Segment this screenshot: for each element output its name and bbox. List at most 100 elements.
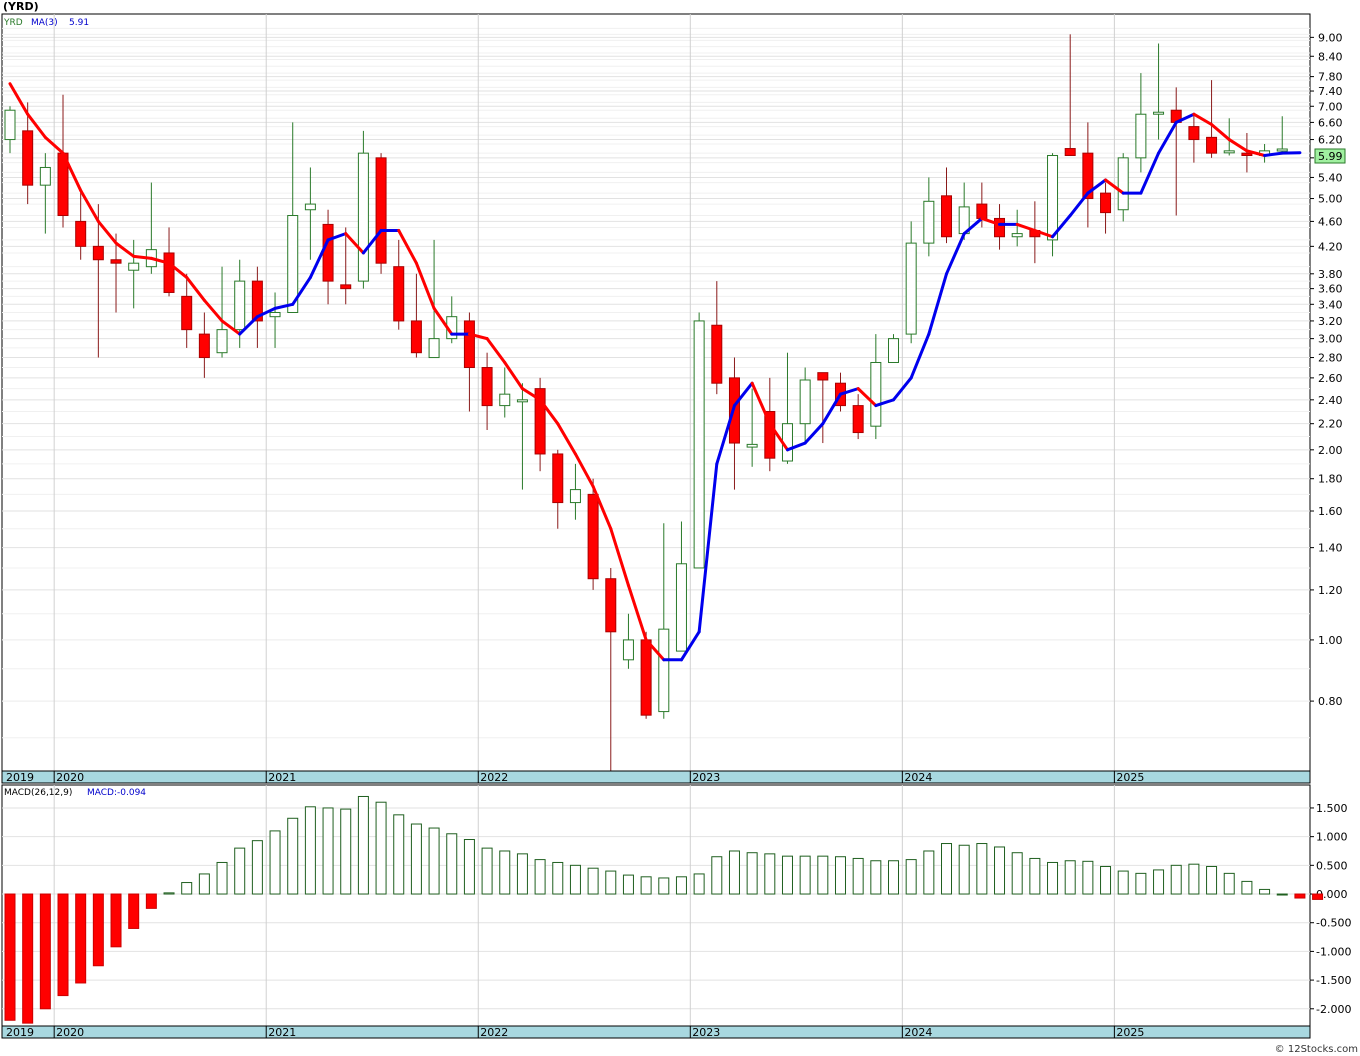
ma-segment (1033, 229, 1055, 239)
candle (75, 187, 87, 260)
ma-segment (556, 422, 577, 456)
price-tick-label: 4.20 (1318, 240, 1343, 253)
candle (216, 266, 228, 358)
macd-bar (234, 847, 246, 895)
macd-tick-label: -0.500 (1316, 917, 1351, 930)
ma-segment (715, 404, 736, 466)
price-tick-label: 6.60 (1318, 116, 1343, 129)
macd-bar (145, 893, 157, 909)
ma-segment (573, 452, 595, 488)
macd-bar (1011, 852, 1023, 895)
ma-segment (1245, 149, 1267, 157)
macd-bar (1241, 880, 1253, 895)
ma-segment (344, 232, 365, 255)
ma-segment (768, 422, 789, 452)
candle (711, 281, 723, 395)
price-tick-label: 2.40 (1318, 394, 1343, 407)
price-tick-label: 3.20 (1318, 315, 1343, 328)
macd-bar (1276, 893, 1288, 896)
macd-bar (1100, 865, 1112, 895)
macd-bar (39, 893, 51, 1010)
macd-bar (516, 853, 528, 895)
candle (675, 521, 687, 652)
ma-segment (838, 387, 860, 396)
macd-bar (393, 814, 405, 895)
ma-segment (149, 256, 171, 265)
year-label: 2019 (6, 771, 34, 784)
macd-bar (728, 850, 740, 895)
macd-bar (322, 807, 334, 895)
candle (587, 478, 599, 590)
ma-segment (1192, 112, 1214, 126)
ma-segment (626, 583, 648, 642)
ma-segment (591, 484, 613, 531)
price-panel: 9.008.407.807.407.006.606.205.805.405.00… (1, 13, 1346, 784)
legend-ticker: YRD (3, 18, 23, 28)
last-price-label: 5.99 (1318, 150, 1343, 163)
year-label: 2024 (904, 771, 932, 784)
price-plot-area (1, 13, 1311, 772)
candle (375, 153, 387, 274)
macd-legend-value: MACD:-0.094 (87, 788, 146, 798)
ma-segment (945, 232, 966, 276)
ma-segment (697, 462, 719, 634)
ma-segment (361, 229, 383, 255)
macd-bar (340, 808, 352, 895)
ma-segment (238, 315, 259, 336)
macd-bar (304, 806, 316, 895)
ma-segment (1068, 191, 1090, 218)
macd-bar (1170, 864, 1182, 895)
macd-bar (1135, 872, 1147, 895)
candle (516, 383, 528, 490)
macd-bar (499, 850, 511, 895)
macd-bar (552, 861, 564, 895)
ma-segment (308, 238, 330, 279)
macd-bar (905, 859, 917, 895)
ma-segment (785, 441, 807, 452)
price-tick-label: 1.60 (1318, 505, 1343, 518)
ma-segment (132, 254, 153, 260)
last-price-tag: 5.99 (1314, 148, 1346, 164)
macd-bar (1294, 893, 1306, 899)
candle (941, 167, 953, 244)
ma-segment (1086, 178, 1108, 195)
price-tick-label: 1.40 (1318, 542, 1343, 555)
macd-bar (622, 874, 634, 895)
macd-bar (958, 844, 970, 895)
macd-bar (287, 817, 299, 895)
macd-bar (1188, 863, 1200, 895)
macd-bar (163, 892, 175, 895)
price-tick-label: 2.60 (1318, 372, 1343, 385)
macd-bar (269, 830, 281, 895)
macd-bar (994, 846, 1006, 895)
ma-segment (1015, 222, 1037, 233)
macd-bar (410, 823, 422, 895)
candle (1223, 118, 1235, 156)
candle (1188, 114, 1200, 163)
ma-segment (273, 302, 295, 310)
macd-bar (587, 867, 599, 895)
ma-segment (1139, 151, 1161, 195)
price-tick-label: 2.80 (1318, 352, 1343, 365)
candle (852, 394, 864, 440)
ma-segment (909, 332, 931, 380)
macd-bar (852, 857, 864, 895)
macd-bar (22, 893, 34, 1024)
price-tick-label: 3.60 (1318, 283, 1343, 296)
macd-bar (1047, 861, 1059, 895)
candle (569, 463, 581, 520)
ma-segment (202, 298, 224, 323)
macd-bar (1312, 893, 1324, 900)
ma-segment (220, 319, 242, 336)
macd-histogram (4, 795, 1324, 1024)
price-tick-label: 9.00 (1318, 31, 1343, 44)
candle (888, 334, 899, 363)
ma-segment (79, 188, 100, 223)
candle (658, 523, 670, 719)
year-label: 2020 (56, 771, 84, 784)
ma-segment (397, 229, 418, 265)
macd-bar (781, 855, 793, 895)
macd-bar (92, 893, 104, 967)
legend-ma-label: MA(3) (31, 18, 58, 28)
ma-segment (856, 387, 878, 408)
